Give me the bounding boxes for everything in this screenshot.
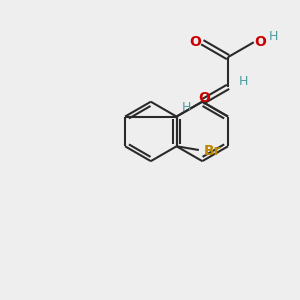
Text: O: O: [189, 34, 201, 49]
Text: H: H: [182, 101, 192, 114]
Text: Br: Br: [203, 144, 221, 158]
Text: O: O: [199, 91, 210, 105]
Text: H: H: [269, 30, 278, 43]
Text: O: O: [254, 34, 266, 49]
Text: H: H: [239, 75, 248, 88]
